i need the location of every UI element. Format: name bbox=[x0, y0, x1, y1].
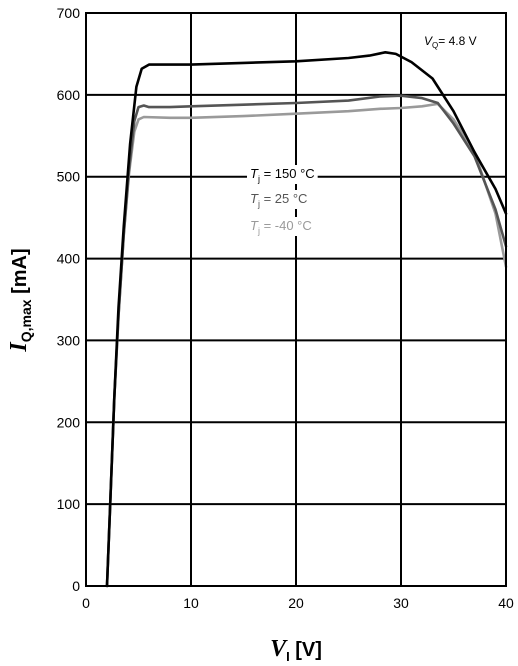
data-point bbox=[295, 112, 297, 115]
annotation: VQ= 4.8 V bbox=[424, 34, 477, 50]
data-point bbox=[113, 396, 116, 399]
data-point bbox=[142, 116, 145, 118]
data-point bbox=[295, 60, 297, 63]
y-tick-label: 400 bbox=[57, 251, 81, 267]
data-point bbox=[169, 116, 171, 119]
legend-label-background bbox=[247, 165, 318, 184]
data-point bbox=[109, 503, 111, 505]
data-point bbox=[190, 105, 192, 108]
data-point bbox=[421, 97, 423, 99]
data-point bbox=[169, 106, 171, 108]
data-point bbox=[473, 151, 476, 153]
x-tick-label: 10 bbox=[183, 595, 199, 611]
data-point bbox=[295, 102, 297, 104]
data-point bbox=[140, 67, 143, 70]
data-point bbox=[242, 103, 245, 106]
data-point bbox=[142, 104, 145, 107]
x-tick-label: 20 bbox=[288, 595, 304, 611]
data-point bbox=[137, 106, 140, 108]
legend-label-background bbox=[247, 190, 311, 209]
data-point bbox=[473, 155, 476, 158]
series-lines bbox=[105, 51, 508, 588]
data-point bbox=[242, 62, 245, 64]
x-tick-label: 40 bbox=[498, 595, 514, 611]
data-point bbox=[347, 99, 350, 102]
legend-label-background bbox=[247, 217, 315, 236]
data-point bbox=[169, 63, 171, 66]
y-tick-label: 500 bbox=[57, 169, 81, 185]
vq-annotation: VQ= 4.8 V bbox=[424, 34, 477, 50]
data-point bbox=[379, 95, 381, 98]
data-point bbox=[394, 53, 397, 55]
data-point bbox=[190, 63, 192, 66]
y-tick-label: 600 bbox=[57, 87, 81, 103]
x-tick-label: 0 bbox=[82, 595, 90, 611]
y-tick-label: 200 bbox=[57, 414, 81, 430]
data-point bbox=[494, 188, 497, 190]
data-point bbox=[452, 118, 455, 121]
data-point bbox=[452, 110, 455, 113]
data-point bbox=[242, 115, 245, 117]
data-point bbox=[421, 105, 423, 108]
data-point bbox=[135, 85, 138, 88]
data-point bbox=[452, 122, 455, 125]
y-tick-label: 700 bbox=[57, 5, 81, 21]
data-point bbox=[137, 118, 140, 121]
x-axis-title: VI [V] bbox=[270, 636, 322, 664]
data-point bbox=[368, 54, 371, 57]
data-point bbox=[123, 225, 125, 227]
data-point bbox=[400, 94, 402, 97]
y-tick-label: 300 bbox=[57, 332, 81, 348]
data-point bbox=[431, 77, 434, 80]
data-point bbox=[148, 106, 150, 108]
y-tick-label: 100 bbox=[57, 496, 81, 512]
data-point bbox=[400, 107, 402, 109]
axis-titles: VI [V] IQ,max [mA] bbox=[6, 248, 322, 664]
y-axis-title: IQ,max [mA] bbox=[6, 248, 34, 352]
data-point bbox=[436, 102, 439, 104]
legend-label: Tj = 150 °C bbox=[250, 166, 315, 184]
legend-label: Tj = 25 °C bbox=[250, 191, 307, 209]
data-point bbox=[410, 61, 413, 63]
data-point bbox=[148, 63, 150, 66]
data-point bbox=[494, 208, 497, 211]
data-point bbox=[347, 57, 350, 59]
data-point bbox=[384, 51, 387, 54]
legend-label: Tj = -40 °C bbox=[250, 218, 312, 236]
data-point bbox=[190, 116, 192, 119]
data-point bbox=[379, 107, 381, 110]
data-point bbox=[129, 143, 131, 145]
plot-area-frame bbox=[85, 12, 507, 587]
legend: Tj = 150 °C Tj = 25 °C Tj = -40 °C bbox=[247, 165, 318, 236]
data-point bbox=[347, 110, 350, 113]
data-point bbox=[117, 306, 120, 309]
x-tick-label: 30 bbox=[393, 595, 409, 611]
y-tick-label: 0 bbox=[72, 578, 80, 594]
